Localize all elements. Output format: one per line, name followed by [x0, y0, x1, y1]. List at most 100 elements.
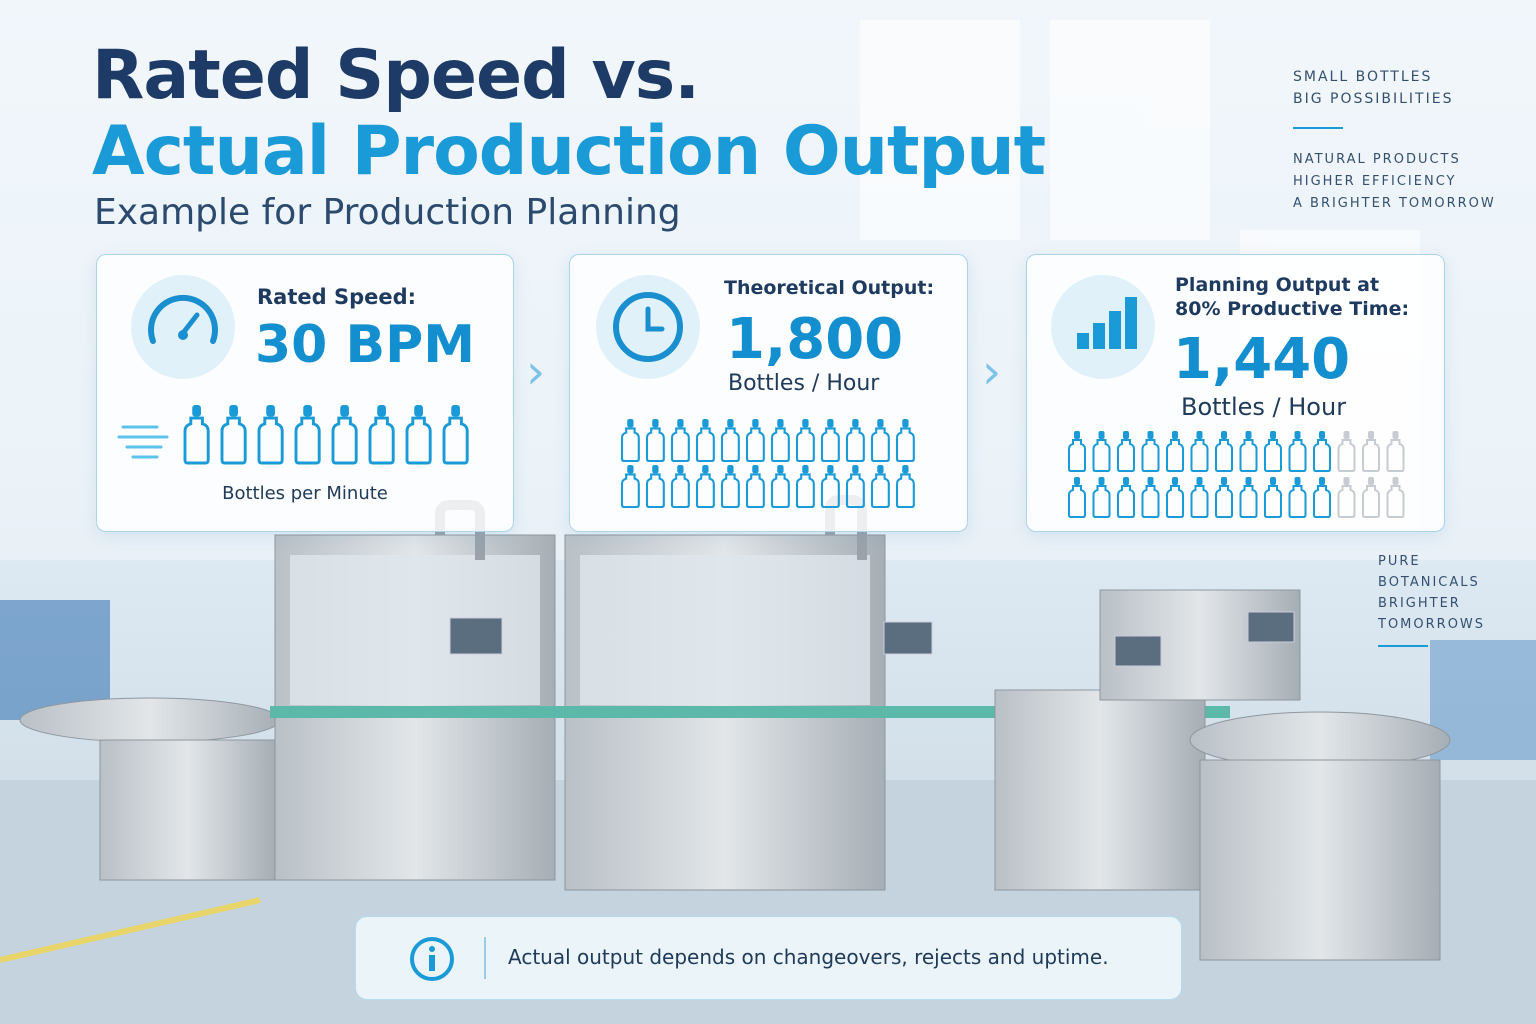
- card-label: Planning Output at 80% Productive Time:: [1175, 274, 1410, 320]
- bottle-icon: [1362, 477, 1380, 518]
- bars-svg: [1077, 297, 1137, 349]
- bottle-icon: [1215, 431, 1233, 472]
- bottle-icon: [670, 465, 690, 509]
- bottle-icon: [820, 419, 840, 463]
- bottle-icon: [1239, 431, 1258, 472]
- bottle-icon: [620, 465, 640, 509]
- card-value: 1,440: [1173, 327, 1351, 392]
- bottle-icon: [645, 419, 665, 463]
- gauge-svg: [148, 294, 218, 344]
- card-caption: Bottles / Hour: [1181, 393, 1347, 421]
- bottle-icon: [1362, 431, 1380, 472]
- bottle-icon: [1288, 477, 1307, 518]
- divider: [1378, 645, 1428, 647]
- card-value: 30 BPM: [255, 315, 475, 375]
- bottle-icon: [1337, 477, 1356, 518]
- bottle-icon: [845, 465, 865, 509]
- bottle-icon: [770, 419, 790, 463]
- bottle-icon: [1386, 477, 1405, 518]
- clock-svg: [613, 292, 683, 362]
- card-rated-speed: Rated Speed: 30 BPM Bottles per Minute: [96, 254, 514, 532]
- tagline-line: PURE: [1378, 554, 1421, 569]
- title-line-1: Rated Speed vs.: [92, 36, 700, 115]
- card-caption: Bottles / Hour: [728, 371, 880, 396]
- divider: [484, 937, 486, 979]
- bottle-icon: [1068, 431, 1086, 472]
- bottle-icon: [1117, 477, 1135, 518]
- bottle-icon: [820, 465, 840, 509]
- bottle-icon: [1264, 431, 1282, 472]
- bottle-icon: [645, 465, 665, 509]
- card-label: Theoretical Output:: [724, 277, 935, 299]
- bottle-icon: [294, 405, 321, 465]
- bottle-icon: [845, 419, 865, 463]
- bottle-icon: [1313, 477, 1331, 518]
- card-planning-output: Planning Output at 80% Productive Time: …: [1026, 254, 1445, 532]
- bottle-icon: [257, 405, 284, 465]
- bottle-icon: [1141, 477, 1160, 518]
- info-icon: [410, 937, 454, 981]
- bottle-icon: [745, 465, 765, 509]
- bottle-icon: [1166, 477, 1184, 518]
- tagline-top: SMALL BOTTLES BIG POSSIBILITIES: [1293, 66, 1453, 110]
- bottle-icon: [1215, 477, 1233, 518]
- tagline-line: A BRIGHTER TOMORROW: [1293, 196, 1496, 211]
- bottle-icon: [1190, 477, 1209, 518]
- bottle-icon: [670, 419, 690, 463]
- bottle-icon: [1141, 431, 1160, 472]
- tagline-middle: NATURAL PRODUCTS HIGHER EFFICIENCY A BRI…: [1293, 149, 1496, 215]
- bottle-grid: [620, 419, 915, 509]
- card-label: Rated Speed:: [257, 285, 417, 309]
- bottle-icon: [620, 419, 640, 463]
- bottle-icon: [795, 419, 815, 463]
- icon-clock: [596, 275, 700, 379]
- bottle-icon: [870, 465, 890, 509]
- bottle-icon: [1092, 431, 1111, 472]
- tagline-line: HIGHER EFFICIENCY: [1293, 174, 1457, 189]
- bottle-icon: [870, 419, 890, 463]
- arrow: ›: [982, 344, 1002, 400]
- bottle-icon: [1386, 431, 1405, 472]
- bottle-icon: [895, 465, 915, 509]
- card-theoretical-output: Theoretical Output: 1,800 Bottles / Hour: [569, 254, 968, 532]
- bottle-icon: [795, 465, 815, 509]
- bottle-row: [117, 405, 469, 465]
- bottle-icon: [442, 405, 469, 465]
- card-value: 1,800: [726, 307, 904, 372]
- bottle-icon: [1239, 477, 1258, 518]
- bottle-icon: [720, 419, 740, 463]
- bottle-icon: [368, 405, 395, 465]
- bottle-icon: [405, 405, 432, 465]
- arrow: ›: [526, 344, 546, 400]
- bottle-icon: [745, 419, 765, 463]
- icon-gauge: [131, 275, 235, 379]
- tagline-line: SMALL BOTTLES: [1293, 69, 1433, 85]
- bottle-icon: [1264, 477, 1282, 518]
- bottle-icon: [1117, 431, 1135, 472]
- bottle-grid: [1068, 431, 1405, 518]
- divider: [1293, 127, 1343, 129]
- bottle-icon: [770, 465, 790, 509]
- tagline-line: BOTANICALS: [1378, 575, 1480, 590]
- note-text: Actual output depends on changeovers, re…: [508, 945, 1109, 969]
- bottle-icon: [220, 405, 247, 465]
- bottle-icon: [1092, 477, 1111, 518]
- bottle-icon: [1288, 431, 1307, 472]
- bottle-icon: [720, 465, 740, 509]
- tagline-line: TOMORROWS: [1378, 617, 1486, 632]
- tagline-line: NATURAL PRODUCTS: [1293, 152, 1461, 167]
- title-line-2: Actual Production Output: [92, 112, 1046, 191]
- bottle-icon: [1313, 431, 1331, 472]
- icon-bars: [1051, 275, 1155, 379]
- subtitle: Example for Production Planning: [94, 192, 681, 233]
- bottle-icon: [895, 419, 915, 463]
- bottle-icon: [695, 419, 715, 463]
- tagline-side: PURE BOTANICALS BRIGHTER TOMORROWS: [1378, 551, 1485, 635]
- note-box: Actual output depends on changeovers, re…: [355, 916, 1182, 1000]
- bottle-icon: [1068, 477, 1086, 518]
- tagline-line: BIG POSSIBILITIES: [1293, 91, 1454, 107]
- bottle-icon: [1190, 431, 1209, 472]
- bottle-icon: [695, 465, 715, 509]
- bottle-icon: [1166, 431, 1184, 472]
